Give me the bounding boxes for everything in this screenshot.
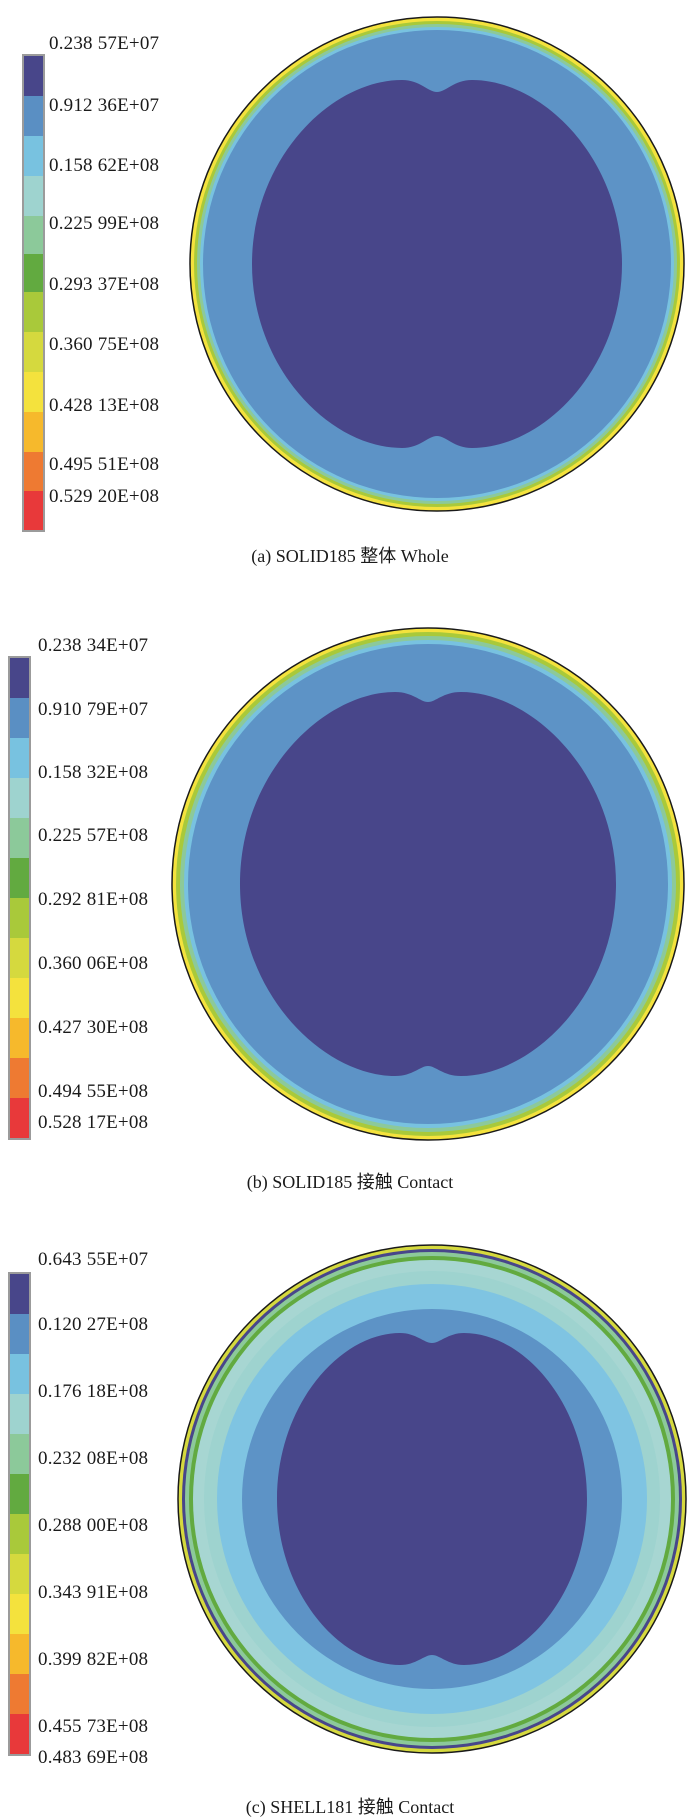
legend-label: 0.238 34E+07 xyxy=(38,635,149,656)
legend-label: 0.399 82E+08 xyxy=(38,1649,149,1670)
legend-label: 0.225 57E+08 xyxy=(38,825,149,846)
legend-label: 0.176 18E+08 xyxy=(38,1381,149,1402)
legend-label: 0.232 08E+08 xyxy=(38,1448,149,1469)
legend-label: 0.238 57E+07 xyxy=(49,33,160,54)
legend-label: 0.455 73E+08 xyxy=(38,1716,149,1737)
panel-caption: (b) SOLID185 接触 Contact xyxy=(246,1172,454,1192)
legend-label: 0.528 17E+08 xyxy=(38,1112,149,1133)
contour-plot xyxy=(171,627,685,1141)
panel-caption: (c) SHELL181 接触 Contact xyxy=(245,1797,455,1817)
legend-label: 0.427 30E+08 xyxy=(38,1017,149,1038)
legend-label: 0.288 00E+08 xyxy=(38,1515,149,1536)
legend-label: 0.158 62E+08 xyxy=(49,155,160,176)
legend-label: 0.360 75E+08 xyxy=(49,334,160,355)
legend-label: 0.360 06E+08 xyxy=(38,953,149,974)
legend-label: 0.643 55E+07 xyxy=(38,1249,149,1270)
panel-c: 0.643 55E+07 0.120 27E+08 0.176 18E+08 0… xyxy=(0,1225,700,1819)
panel-a: 0.238 57E+07 0.912 36E+07 0.158 62E+08 0… xyxy=(0,0,700,570)
legend-label: 0.495 51E+08 xyxy=(49,454,160,475)
color-legend-bar xyxy=(22,54,45,532)
legend-label: 0.293 37E+08 xyxy=(49,274,160,295)
legend-label: 0.158 32E+08 xyxy=(38,762,149,783)
legend-label: 0.494 55E+08 xyxy=(38,1081,149,1102)
legend-label: 0.120 27E+08 xyxy=(38,1314,149,1335)
contour-plot xyxy=(189,16,685,512)
legend-label: 0.428 13E+08 xyxy=(49,395,160,416)
contour-plot xyxy=(177,1244,687,1754)
color-legend-bar xyxy=(8,656,31,1140)
legend-label: 0.292 81E+08 xyxy=(38,889,149,910)
legend-label: 0.483 69E+08 xyxy=(38,1747,149,1768)
legend-label: 0.343 91E+08 xyxy=(38,1582,149,1603)
legend-label: 0.529 20E+08 xyxy=(49,486,160,507)
legend-label: 0.910 79E+07 xyxy=(38,699,149,720)
panel-b: 0.238 34E+07 0.910 79E+07 0.158 32E+08 0… xyxy=(0,600,700,1210)
legend-label: 0.912 36E+07 xyxy=(49,95,160,116)
panel-caption: (a) SOLID185 整体 Whole xyxy=(251,546,449,566)
color-legend-bar xyxy=(8,1272,31,1756)
legend-label: 0.225 99E+08 xyxy=(49,213,160,234)
